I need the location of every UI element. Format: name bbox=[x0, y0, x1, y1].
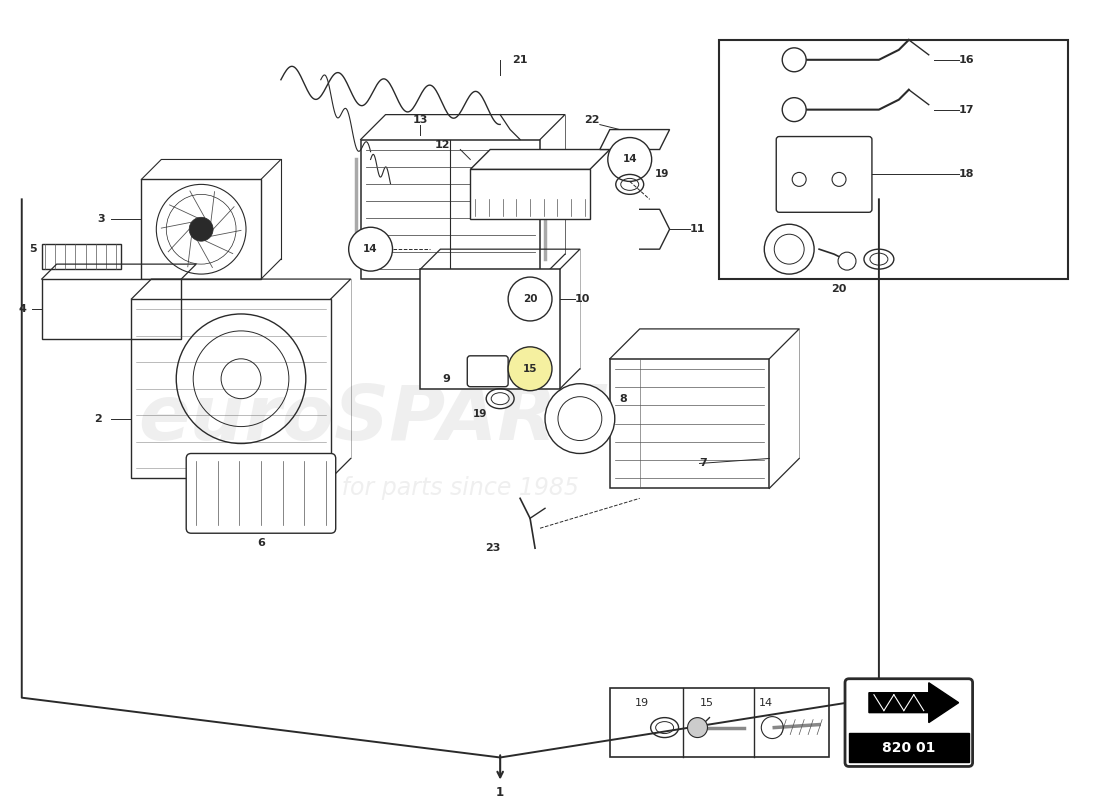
Text: 15: 15 bbox=[522, 364, 537, 374]
FancyBboxPatch shape bbox=[468, 356, 508, 386]
Text: 10: 10 bbox=[575, 294, 591, 304]
Circle shape bbox=[792, 173, 806, 186]
Text: 20: 20 bbox=[832, 284, 847, 294]
Text: 5: 5 bbox=[29, 244, 36, 254]
Text: 1: 1 bbox=[496, 786, 504, 799]
Text: 18: 18 bbox=[958, 170, 975, 179]
Polygon shape bbox=[420, 269, 560, 389]
Text: 12: 12 bbox=[434, 139, 450, 150]
Text: 20: 20 bbox=[522, 294, 537, 304]
Text: 9: 9 bbox=[442, 374, 450, 384]
Bar bbox=[42, 279, 182, 339]
Text: 13: 13 bbox=[412, 114, 428, 125]
Circle shape bbox=[688, 718, 707, 738]
Text: 14: 14 bbox=[623, 154, 637, 165]
Text: a passion for parts since 1985: a passion for parts since 1985 bbox=[222, 476, 579, 500]
Circle shape bbox=[782, 48, 806, 72]
Circle shape bbox=[508, 347, 552, 390]
Circle shape bbox=[349, 227, 393, 271]
Circle shape bbox=[838, 252, 856, 270]
Polygon shape bbox=[609, 359, 769, 488]
Text: 6: 6 bbox=[257, 538, 265, 548]
Text: 16: 16 bbox=[958, 55, 975, 65]
FancyBboxPatch shape bbox=[777, 137, 872, 212]
Text: 19: 19 bbox=[654, 170, 669, 179]
Text: 820 01: 820 01 bbox=[882, 741, 935, 754]
Circle shape bbox=[508, 277, 552, 321]
Circle shape bbox=[189, 218, 213, 241]
Circle shape bbox=[782, 98, 806, 122]
Text: 23: 23 bbox=[485, 543, 501, 553]
Text: 8: 8 bbox=[619, 394, 627, 404]
Text: 17: 17 bbox=[958, 105, 975, 114]
Text: euroSPARES: euroSPARES bbox=[138, 382, 663, 456]
Text: 14: 14 bbox=[759, 698, 773, 708]
Circle shape bbox=[544, 384, 615, 454]
Text: 14: 14 bbox=[363, 244, 378, 254]
Bar bbox=[719, 40, 1068, 279]
Text: 22: 22 bbox=[584, 114, 600, 125]
Polygon shape bbox=[600, 130, 670, 150]
Text: 21: 21 bbox=[513, 55, 528, 65]
FancyBboxPatch shape bbox=[845, 678, 972, 766]
Polygon shape bbox=[869, 682, 958, 722]
FancyBboxPatch shape bbox=[186, 454, 336, 534]
Text: 15: 15 bbox=[700, 698, 714, 708]
Text: 3: 3 bbox=[98, 214, 106, 224]
Bar bbox=[849, 733, 969, 762]
Text: 19: 19 bbox=[473, 409, 487, 418]
Polygon shape bbox=[471, 150, 609, 170]
Circle shape bbox=[608, 138, 651, 182]
Text: 7: 7 bbox=[700, 458, 707, 469]
Text: 4: 4 bbox=[19, 304, 26, 314]
Text: 2: 2 bbox=[94, 414, 101, 424]
Polygon shape bbox=[471, 170, 590, 219]
Circle shape bbox=[832, 173, 846, 186]
Text: 19: 19 bbox=[635, 698, 649, 708]
Bar bbox=[42, 244, 121, 269]
Bar bbox=[609, 688, 829, 758]
Text: 11: 11 bbox=[690, 224, 705, 234]
